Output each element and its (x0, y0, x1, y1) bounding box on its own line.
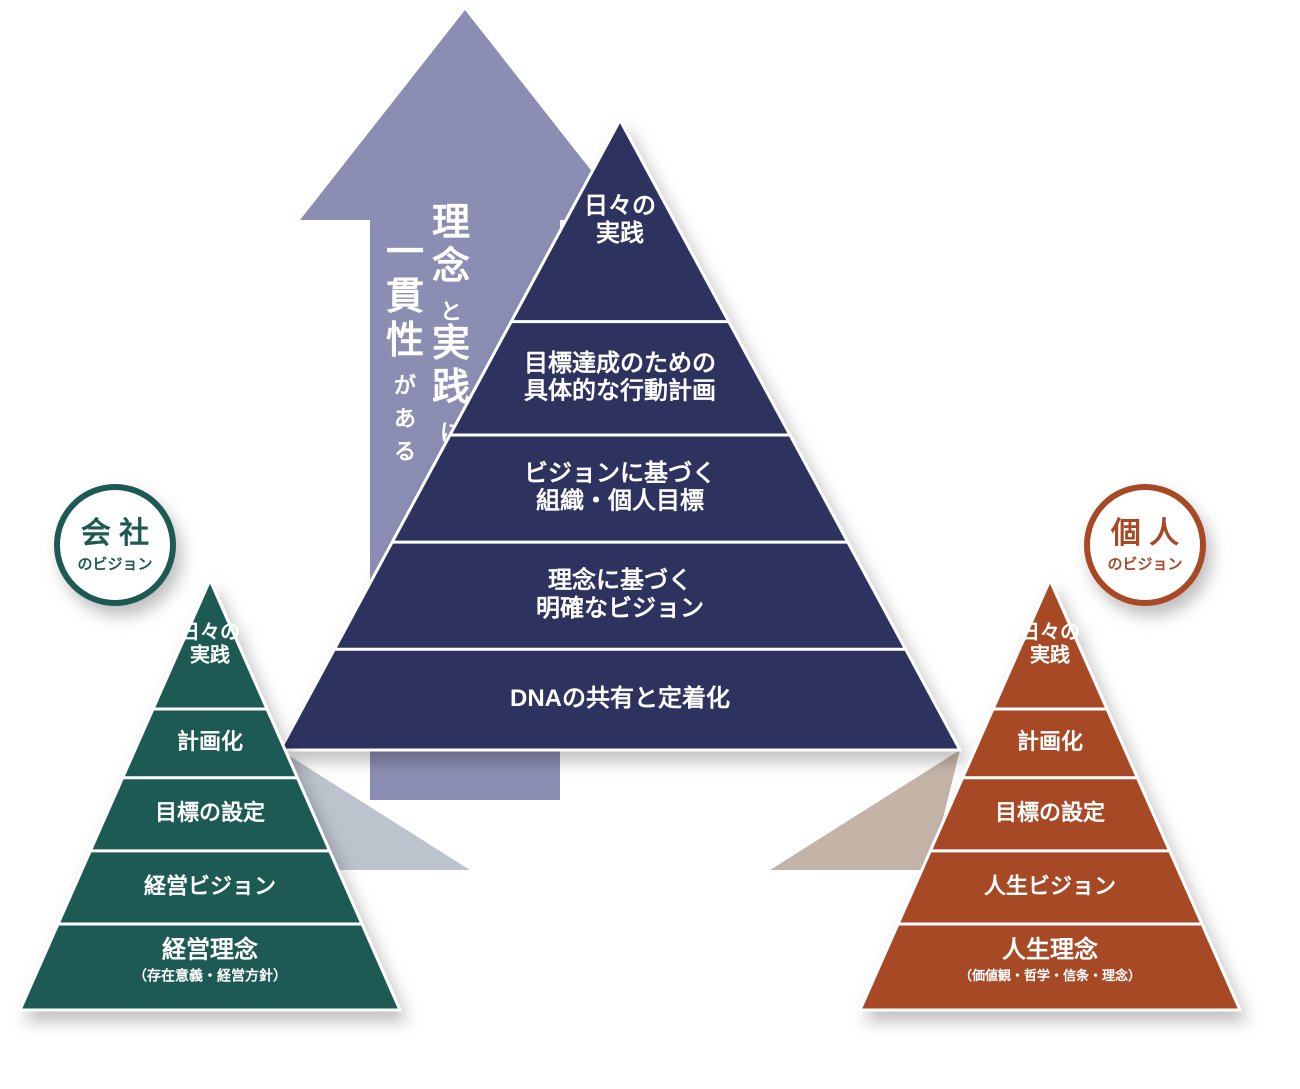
left-pyramid-layer-label: 日々の (180, 620, 240, 643)
center-pyramid-layer-label: DNAの共有と定着化 (510, 684, 730, 712)
left-pyramid-layer-label: 経営理念 (162, 936, 258, 964)
left-pyramid-layer-label: 目標の設定 (155, 800, 265, 825)
left-pyramid-layer-label: 計画化 (177, 729, 243, 754)
left-pyramid-layer-label: 経営ビジョン (144, 873, 276, 898)
diagram-svg: 理念と実践に一貫性がある日々の実践目標達成のための具体的な行動計画ビジョンに基づ… (0, 0, 1300, 1089)
arrow-text-char: 一 (386, 232, 424, 274)
badge-company-title: 会 社 (81, 517, 149, 550)
diagram-stage: 理念と実践に一貫性がある日々の実践目標達成のための具体的な行動計画ビジョンに基づ… (0, 0, 1300, 1089)
center-pyramid-layer-label: 明確なビジョン (536, 594, 704, 622)
right-pyramid-layer-label: 人生ビジョン (984, 873, 1116, 898)
arrow-text-char: 理 (432, 202, 470, 244)
right-pyramid-layer-label: 日々の (1020, 620, 1080, 643)
badge-individual-subtitle: のビジョン (1107, 556, 1182, 573)
arrow-text-char: と (440, 299, 462, 324)
center-pyramid-layer-label: 組織・個人目標 (536, 487, 704, 515)
arrow-text-char: 実 (432, 323, 470, 365)
arrow-text-char: が (394, 373, 416, 398)
arrow-text-char: 践 (432, 367, 470, 409)
arrow-text-char: あ (394, 406, 416, 431)
arrow-text-char: 貫 (386, 276, 424, 318)
left-pyramid-layer-label: 実践 (190, 642, 230, 666)
center-pyramid-layer-label: 具体的な行動計画 (524, 376, 716, 404)
center-pyramid-layer-label: 実践 (596, 219, 644, 247)
badge-individual-title: 個 人 (1110, 517, 1179, 550)
right-pyramid-layer-sublabel: （価値観・哲学・信条・理念） (959, 968, 1141, 983)
badge-company: 会 社のビジョン (57, 487, 173, 603)
arrow-text-char: る (394, 439, 416, 464)
right-pyramid-layer-label: 目標の設定 (995, 800, 1105, 825)
right-pyramid-layer-label: 人生理念 (1002, 936, 1098, 964)
arrow-text-char: 性 (386, 320, 424, 362)
badge-individual: 個 人のビジョン (1087, 487, 1203, 603)
center-pyramid-layer-label: 日々の (584, 192, 656, 219)
badge-company-subtitle: のビジョン (77, 556, 152, 573)
center-pyramid-layer-label: 目標達成のための (524, 350, 716, 377)
right-pyramid-layer-label: 計画化 (1017, 729, 1083, 754)
center-pyramid-layer-label: 理念に基づく (548, 566, 692, 594)
center-pyramid-layer-label: ビジョンに基づく (524, 460, 716, 487)
arrow-text-char: 念 (432, 245, 470, 288)
left-pyramid-layer-sublabel: （存在意義・経営方針） (133, 968, 287, 984)
right-pyramid-layer-label: 実践 (1030, 642, 1070, 666)
